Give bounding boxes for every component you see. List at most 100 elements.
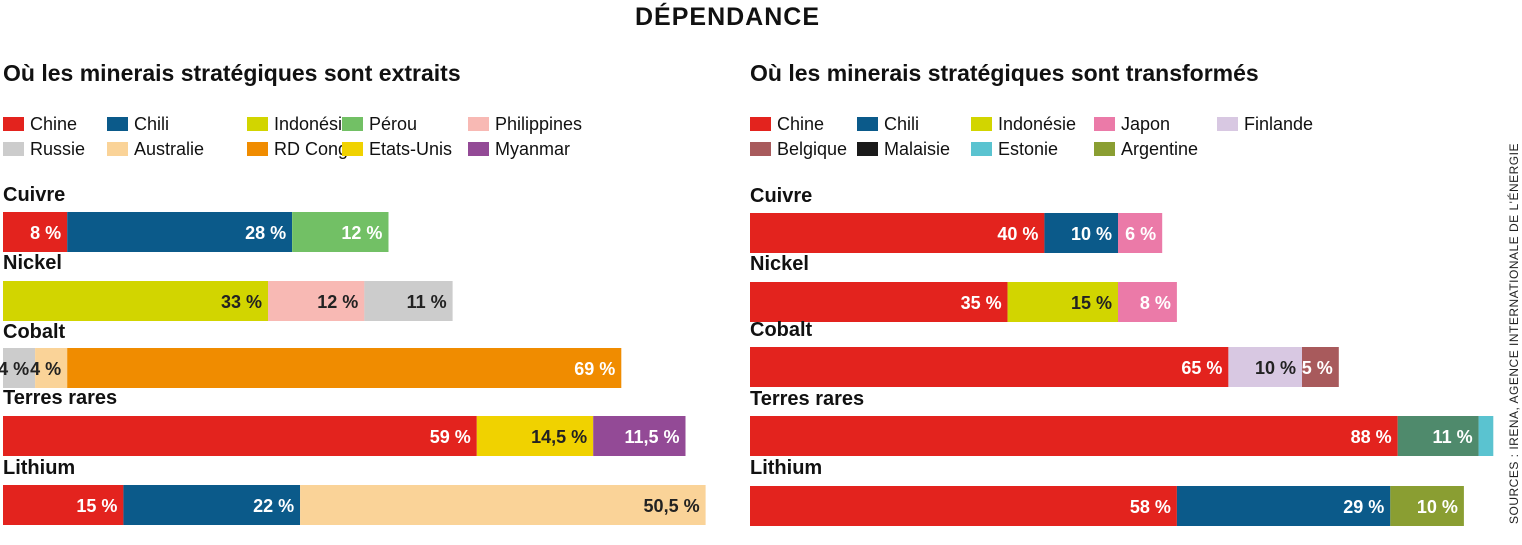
data-label-terres-rares-chine: 88 % [1351, 427, 1392, 447]
legend-swatch-chili [857, 117, 878, 131]
legend-label: Indonésie [998, 113, 1077, 134]
data-label-cuivre-perou: 12 % [341, 223, 382, 243]
transformation-panel: Où les minerais stratégiques sont transf… [750, 56, 1495, 536]
data-label-cobalt-australie: 4 % [30, 359, 61, 379]
data-label-cuivre-chine: 40 % [997, 224, 1038, 244]
extraction-bar-nickel: Nickel 33 % 12 % 11 % [3, 252, 453, 321]
bar-segment-lithium-chine [3, 485, 124, 525]
legend-swatch-argentine [1094, 142, 1115, 156]
extraction-panel: Où les minerais stratégiques sont extrai… [0, 56, 723, 536]
legend-item-indonesie: Indonésie [247, 112, 352, 136]
legend-swatch-myanmar [468, 142, 489, 156]
bar-segment-nickel-philippines [268, 281, 365, 321]
category-label-terres-rares: Terres rares [750, 388, 864, 410]
bar-segment-nickel-russie [364, 281, 453, 321]
legend-item-russie: Russie [3, 137, 85, 161]
legend-label: Malaisie [884, 138, 951, 159]
legend-swatch-malaisie [857, 142, 878, 156]
legend-item-chine: Chine [3, 112, 77, 136]
legend-label: RD Congo [274, 138, 359, 159]
bar-segment-terres-rares-chine [3, 416, 477, 456]
legend-swatch-chine [750, 117, 771, 131]
data-label-cuivre-chine: 8 % [30, 223, 61, 243]
legend-item-indonesie: Indonésie [971, 112, 1076, 136]
data-label-cobalt-russie: 4 % [0, 359, 29, 379]
data-label-nickel-indonesie: 15 % [1071, 293, 1112, 313]
legend-label: Etats-Unis [369, 138, 453, 159]
legend-label: Chine [777, 113, 825, 134]
bar-segment-terres-rares-etats-unis [476, 416, 594, 456]
legend-swatch-chine [3, 117, 24, 131]
transformation-bar-cobalt: Cobalt 65 % 10 % 5 % [750, 319, 1339, 387]
bar-segment-lithium-australie [300, 485, 706, 525]
data-label-lithium-chine: 58 % [1130, 497, 1171, 517]
data-label-lithium-argentine: 10 % [1417, 497, 1458, 517]
legend-label: Indonésie [274, 113, 353, 134]
legend-item-chili: Chili [857, 112, 919, 136]
category-label-terres-rares: Terres rares [3, 387, 117, 409]
data-label-lithium-chine: 15 % [76, 496, 117, 516]
bar-segment-cobalt-belgique [1302, 347, 1339, 387]
data-label-nickel-japon: 8 % [1140, 293, 1171, 313]
legend-swatch-finlande [1217, 117, 1238, 131]
extraction-chart-title: Où les minerais stratégiques sont extrai… [3, 60, 461, 86]
transformation-legend: Chine Chili Indonésie Japon Finlande Belgique… [750, 112, 1495, 166]
data-label-cobalt-chine: 65 % [1181, 358, 1222, 378]
data-label-lithium-chili: 29 % [1343, 497, 1384, 517]
legend-item-perou: Pérou [342, 112, 417, 136]
legend-item-malaisie: Malaisie [857, 137, 950, 161]
category-label-cuivre: Cuivre [3, 184, 65, 206]
legend-label: Chili [134, 113, 170, 134]
extraction-chart: Cuivre 8 % 28 % 12 % Nickel 33 % 12 % 11 % Cobal… [0, 184, 706, 525]
legend-swatch-estonie [971, 142, 992, 156]
source-note: SOURCES : IRENA, AGENCE INTERNATIONALE D… [1495, 0, 1521, 545]
legend-label: Estonie [998, 138, 1059, 159]
bar-segment-nickel-indonesie [1007, 282, 1118, 322]
legend-label: Finlande [1244, 113, 1314, 134]
bar-segment-lithium-chili [1176, 486, 1391, 526]
legend-swatch-indonesie [971, 117, 992, 131]
legend-label: Myanmar [495, 138, 571, 159]
data-label-cobalt-finlande: 10 % [1255, 358, 1296, 378]
data-label-nickel-chine: 35 % [961, 293, 1002, 313]
bar-segment-terres-rares-estonie [1478, 416, 1494, 456]
data-label-lithium-chili: 22 % [253, 496, 294, 516]
legend-label: Australie [134, 138, 205, 159]
bar-segment-terres-rares-myanmar [593, 416, 686, 456]
category-label-cobalt: Cobalt [3, 321, 66, 343]
bar-segment-nickel-indonesie [3, 281, 268, 321]
transformation-bar-nickel: Nickel 35 % 15 % 8 % [750, 253, 1177, 322]
page-title: DÉPENDANCE [634, 3, 821, 31]
bar-segment-cuivre-chili [1044, 213, 1118, 253]
legend-item-etats-unis: Etats-Unis [342, 137, 452, 161]
data-label-terres-rares-myanmar: 11,5 % [624, 427, 679, 447]
extraction-bar-cobalt: Cobalt 4 % 4 % 69 % [0, 321, 622, 388]
transformation-chart: Cuivre 40 % 10 % 6 % Nickel 35 % 15 % 8 % Cobalt… [750, 185, 1494, 526]
legend-item-finlande: Finlande [1217, 112, 1313, 136]
data-label-terres-rares-chine: 59 % [430, 427, 471, 447]
bar-segment-cobalt-rd-congo [67, 348, 622, 388]
data-label-cobalt-rd-congo: 69 % [574, 359, 615, 379]
legend-swatch-philippines [468, 117, 489, 131]
legend-item-japon: Japon [1094, 112, 1170, 136]
bar-segment-cobalt-finlande [1228, 347, 1302, 387]
legend-swatch-russie [3, 142, 24, 156]
bar-segment-lithium-chine [750, 486, 1177, 526]
legend-swatch-chili [107, 117, 128, 131]
data-label-cuivre-japon: 6 % [1125, 224, 1156, 244]
category-label-cuivre: Cuivre [750, 185, 812, 207]
bar-segment-lithium-argentine [1390, 486, 1464, 526]
transformation-bar-lithium: Lithium 58 % 29 % 10 % [750, 457, 1464, 526]
transformation-bar-terres-rares: Terres rares 88 % 11 % [750, 388, 1494, 456]
legend-item-rd-congo: RD Congo [247, 137, 358, 161]
data-label-nickel-russie: 11 % [407, 292, 447, 312]
bar-segment-cuivre-chili [67, 212, 292, 252]
legend-label: Chine [30, 113, 78, 134]
data-label-nickel-philippines: 12 % [317, 292, 358, 312]
bar-segment-terres-rares-malaisie [1397, 416, 1479, 456]
legend-swatch-belgique [750, 142, 771, 156]
legend-label: Japon [1121, 113, 1171, 134]
data-label-cuivre-chili: 10 % [1071, 224, 1112, 244]
legend-item-chine: Chine [750, 112, 824, 136]
